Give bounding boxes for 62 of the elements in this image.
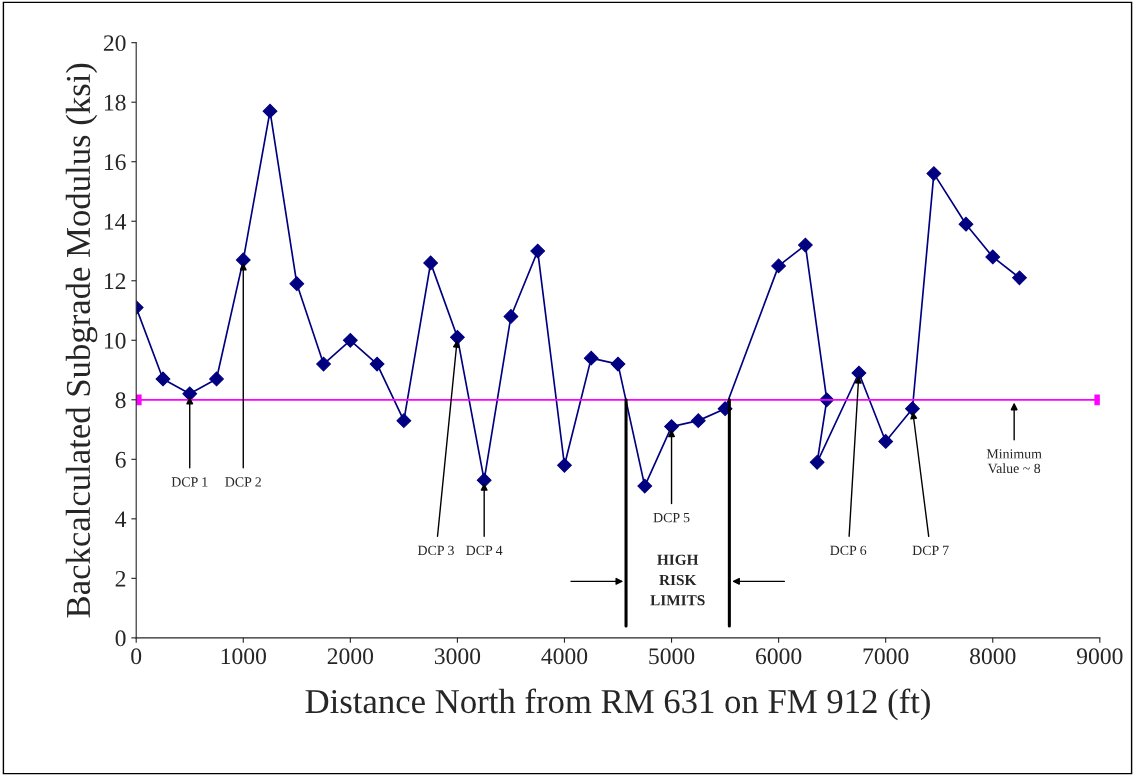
y-tick-label: 2 [115,570,126,587]
y-axis-title: Backcalculated Subgrade Modulus (ksi) [65,63,98,618]
y-tick-label: 18 [104,94,126,111]
annotation: Minimum Value ~ 8 [986,449,1042,474]
annotation: DCP 5 [653,512,690,523]
point [316,356,331,372]
point [878,434,894,449]
y-tick-label: 12 [104,273,126,289]
x-tick-label: 5000 [649,648,695,665]
point [690,413,706,429]
point [610,356,626,372]
x-tick-label: 8000 [970,648,1016,665]
y-tick-label: 6 [115,451,126,468]
y-tick-label: 14 [104,213,127,230]
x-axis-title: Distance North from RM 631 on FM 912 (ft) [305,688,930,721]
point [289,276,305,292]
y-tick-label: 4 [115,511,127,528]
y-tick-label: 8 [115,392,126,409]
x-tick-label: 3000 [434,648,481,665]
point [583,350,599,366]
x-tick-label: 6000 [756,648,802,665]
point [905,401,920,417]
point [797,237,813,253]
point [771,258,786,274]
point [851,365,867,381]
point [985,249,1001,265]
point [235,252,251,268]
annotation: DCP 6 [830,545,867,556]
annotation: DCP 1 [171,477,208,487]
point [503,309,519,324]
point [958,216,974,232]
annotation: DCP 3 [417,545,454,556]
x-tick-label: 1000 [221,648,266,665]
point [423,255,439,271]
annotation: HIGH RISK LIMITS [650,554,705,606]
point [396,413,412,429]
point [926,166,942,182]
point [557,457,572,473]
x-tick-label: 7000 [863,648,909,665]
point [209,371,224,387]
y-tick-label: 0 [115,630,126,647]
point [155,371,171,387]
annotation: DCP 7 [912,545,949,556]
x-tick-label: 9000 [1076,648,1123,665]
point [476,472,492,488]
point [664,419,679,434]
point [809,454,825,470]
point [637,478,653,494]
y-tick-label: 20 [103,35,126,52]
point [369,356,385,372]
point [450,329,465,345]
point [262,103,278,119]
x-tick-label: 0 [131,648,142,665]
annotation: DCP 2 [225,477,261,487]
point [530,243,546,259]
annotation: DCP 4 [466,545,503,556]
point [1012,270,1027,286]
y-tick-label: 10 [104,332,126,349]
y-tick-label: 16 [104,154,126,171]
x-tick-label: 2000 [327,648,374,665]
point [342,332,358,348]
x-tick-label: 4000 [541,648,588,665]
